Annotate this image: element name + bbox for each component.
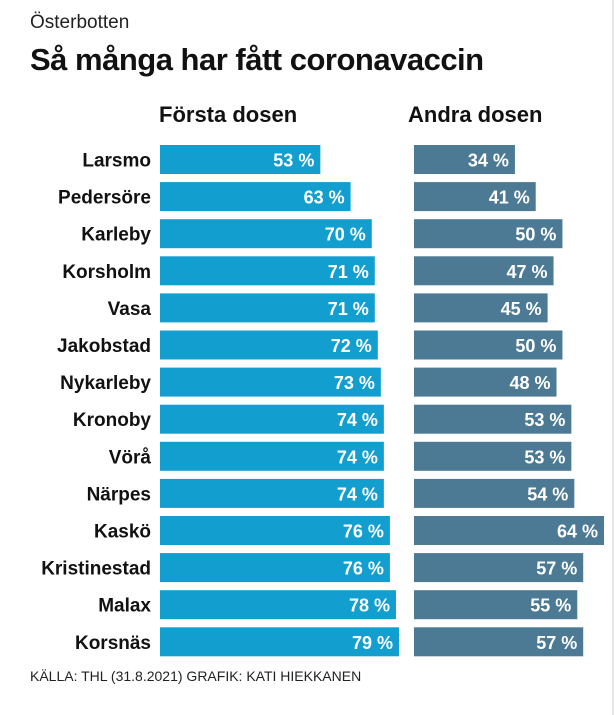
value-label-first-dose: 74 % — [337, 447, 378, 467]
value-label-first-dose: 76 % — [343, 522, 384, 542]
value-label-first-dose: 72 % — [331, 336, 372, 356]
value-label-second-dose: 64 % — [557, 522, 598, 542]
value-label-second-dose: 48 % — [509, 373, 550, 393]
value-label-first-dose: 71 % — [328, 262, 369, 282]
category-label: Vasa — [108, 299, 152, 320]
category-label: Korsnäs — [75, 633, 151, 654]
bar-first-dose — [160, 553, 390, 583]
value-label-first-dose: 73 % — [334, 373, 375, 393]
value-label-second-dose: 34 % — [468, 151, 509, 171]
value-label-second-dose: 57 % — [536, 559, 577, 579]
value-label-second-dose: 55 % — [530, 596, 571, 616]
bar-second-dose — [414, 627, 584, 657]
bar-first-dose — [160, 627, 399, 657]
bar-first-dose — [160, 367, 381, 397]
category-label: Nykarleby — [60, 373, 151, 394]
bar-first-dose — [160, 441, 384, 471]
category-label: Vörå — [109, 447, 152, 468]
value-label-first-dose: 71 % — [328, 299, 369, 319]
bar-second-dose — [414, 219, 563, 249]
category-label: Kaskö — [94, 522, 151, 543]
bar-first-dose — [160, 478, 384, 508]
value-label-first-dose: 76 % — [343, 559, 384, 579]
bar-second-dose — [414, 330, 563, 360]
value-label-first-dose: 70 % — [325, 225, 366, 245]
value-label-first-dose: 63 % — [304, 188, 345, 208]
bar-second-dose — [414, 441, 572, 471]
value-label-second-dose: 50 % — [515, 336, 556, 356]
value-label-second-dose: 50 % — [515, 225, 556, 245]
right-edge-divider — [612, 0, 614, 715]
value-label-first-dose: 74 % — [337, 484, 378, 504]
bar-second-dose — [414, 182, 536, 212]
value-label-second-dose: 45 % — [501, 299, 542, 319]
value-label-first-dose: 53 % — [273, 151, 314, 171]
bar-second-dose — [414, 553, 584, 583]
value-label-second-dose: 41 % — [489, 188, 530, 208]
series-header-first-dose: Första dosen — [159, 102, 298, 127]
category-label: Pedersöre — [58, 188, 151, 209]
region-label: Österbotten — [30, 12, 130, 33]
value-label-second-dose: 53 % — [524, 447, 565, 467]
bar-second-dose — [414, 478, 575, 508]
category-label: Malax — [98, 596, 151, 617]
source-credit: KÄLLA: THL (31.8.2021) GRAFIK: KATI HIEK… — [30, 668, 362, 684]
bar-first-dose — [160, 404, 384, 434]
bar-second-dose — [414, 367, 557, 397]
category-label: Jakobstad — [57, 336, 151, 357]
bar-first-dose — [160, 182, 351, 212]
bar-first-dose — [160, 145, 321, 174]
value-label-second-dose: 57 % — [536, 633, 577, 653]
bar-second-dose — [414, 256, 554, 286]
category-label: Karleby — [81, 225, 151, 246]
bar-first-dose — [160, 330, 378, 360]
value-label-first-dose: 74 % — [337, 410, 378, 430]
bar-second-dose — [414, 590, 578, 620]
value-label-first-dose: 78 % — [349, 596, 390, 616]
category-label: Kronoby — [73, 410, 152, 431]
chart-title: Så många har fått coronavaccin — [30, 42, 484, 77]
value-label-second-dose: 47 % — [507, 262, 548, 282]
value-label-first-dose: 79 % — [352, 633, 393, 653]
bar-first-dose — [160, 590, 396, 620]
category-label: Larsmo — [82, 151, 151, 172]
bar-second-dose — [414, 404, 572, 434]
bar-second-dose — [414, 293, 548, 323]
value-label-second-dose: 54 % — [527, 484, 568, 504]
bar-first-dose — [160, 293, 375, 323]
value-label-second-dose: 53 % — [524, 410, 565, 430]
bar-second-dose — [414, 516, 604, 545]
bar-second-dose — [414, 145, 515, 174]
bar-first-dose — [160, 516, 390, 545]
category-label: Korsholm — [62, 262, 151, 283]
bar-first-dose — [160, 256, 375, 286]
category-label: Närpes — [87, 484, 151, 505]
category-label: Kristinestad — [41, 559, 151, 580]
series-header-second-dose: Andra dosen — [408, 102, 543, 127]
bar-first-dose — [160, 219, 372, 249]
